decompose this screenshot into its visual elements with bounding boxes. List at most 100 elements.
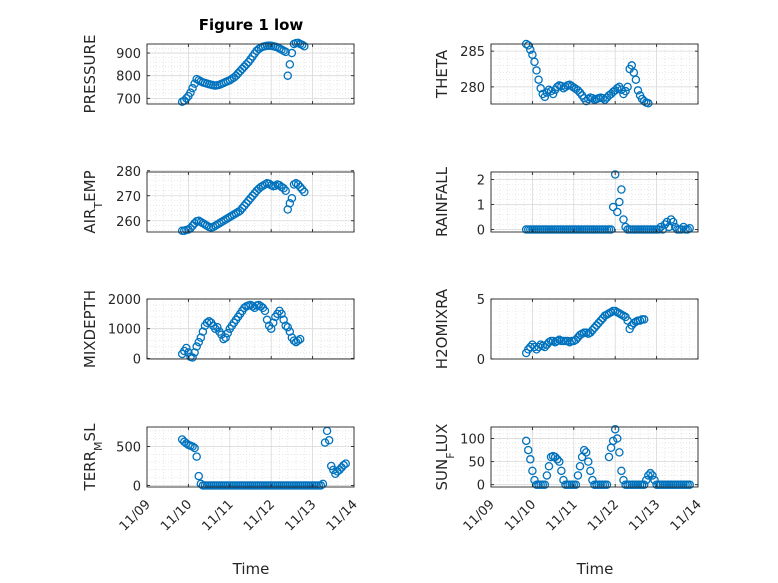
data-point — [341, 459, 350, 468]
y-axis-label: RAINFALL — [433, 166, 451, 237]
data-point — [561, 82, 570, 92]
axis-box — [490, 43, 699, 105]
data-point — [324, 435, 334, 445]
data-point — [316, 481, 326, 490]
y-tick-label: 2000 — [108, 293, 141, 308]
axis-box — [490, 298, 699, 360]
x-tick-label: 11/12 — [241, 497, 278, 534]
y-axis-label: PRESSURE — [81, 35, 99, 114]
data-point — [550, 452, 560, 462]
data-point — [287, 193, 297, 203]
data-point — [242, 60, 251, 69]
subplot-air-temp: 260 270 280 AIRTEMP — [81, 165, 355, 235]
data-point — [588, 325, 597, 335]
data-point — [532, 345, 541, 354]
data-point — [650, 475, 659, 485]
data-point — [617, 466, 626, 476]
data-point — [639, 480, 649, 489]
x-axis-label-left: Time — [232, 560, 270, 578]
data-point — [285, 60, 295, 69]
data-point — [186, 88, 195, 97]
data-point — [213, 322, 222, 332]
data-point — [300, 187, 309, 197]
x-tick-label: 11/14 — [324, 497, 361, 534]
data-point — [244, 196, 253, 205]
data-point — [540, 480, 550, 489]
data-point — [592, 321, 601, 330]
axis-box — [490, 171, 699, 233]
data-point — [579, 445, 589, 455]
data-point — [279, 315, 288, 325]
y-tick-label: 1 — [477, 199, 485, 214]
data-point — [540, 92, 550, 102]
data-point — [528, 466, 537, 476]
data-point — [182, 94, 191, 103]
data-point — [283, 322, 293, 332]
y-axis-label: THETA — [433, 49, 451, 99]
data-point — [190, 218, 199, 228]
data-point — [617, 185, 626, 194]
data-point — [639, 315, 649, 324]
data-point — [194, 471, 203, 481]
data-point — [548, 89, 558, 99]
data-point — [613, 434, 622, 443]
data-point — [279, 183, 288, 193]
data-point — [190, 348, 199, 357]
plot-area — [147, 427, 354, 487]
data-point — [192, 342, 201, 351]
data-point — [642, 475, 651, 485]
data-point — [266, 324, 276, 333]
data-point — [619, 215, 628, 224]
y-tick-label: 0 — [133, 352, 141, 367]
data-point — [631, 75, 641, 84]
data-point — [295, 334, 305, 344]
y-tick-label: 100 — [460, 433, 485, 448]
data-point — [240, 201, 249, 210]
subplot-sun-flux: 0 50 100 11/09 11/10 11/11 11/12 11/13 11/14 SUNF… — [433, 424, 705, 535]
x-tick-label: 11/11 — [200, 497, 237, 534]
x-tick-label: 11/11 — [544, 497, 581, 534]
data-point — [192, 452, 201, 461]
y-axis-label: TERRMSL — [81, 423, 105, 492]
data-point — [297, 185, 307, 194]
x-tick-label: 11/14 — [668, 497, 705, 534]
data-point — [260, 306, 270, 316]
x-tick-label: 11/10 — [502, 497, 539, 534]
data-point — [219, 334, 228, 344]
y-tick-label: 500 — [116, 440, 141, 455]
data-point — [602, 480, 612, 489]
data-point — [557, 466, 566, 476]
data-point — [221, 333, 230, 342]
data-point — [679, 222, 688, 232]
subplot-h2omixra: 0 5 H2OMIXRA — [433, 288, 699, 369]
data-point — [552, 82, 562, 92]
x-tick-label: 11/09 — [117, 497, 154, 534]
y-axis-label: MIXDEPTH — [81, 290, 99, 368]
data-point — [248, 302, 257, 311]
data-point — [281, 47, 290, 57]
y-tick-label: 260 — [116, 215, 141, 230]
plot-area — [491, 427, 698, 487]
data-point — [613, 207, 622, 217]
y-axis-label: AIRTEMP — [81, 170, 105, 233]
y-tick-label: 0 — [477, 224, 485, 239]
data-point — [534, 342, 543, 352]
data-point — [552, 455, 562, 464]
data-point — [584, 457, 593, 466]
data-point — [639, 96, 649, 106]
x-tick-label: 11/10 — [158, 497, 195, 534]
data-point — [644, 471, 653, 480]
data-point — [615, 197, 624, 207]
data-point — [573, 471, 583, 480]
data-point — [608, 436, 618, 446]
data-point — [532, 66, 541, 75]
data-point — [190, 443, 199, 453]
data-point — [654, 225, 663, 234]
plot-area — [491, 172, 698, 232]
data-point — [281, 186, 290, 195]
data-point — [289, 336, 299, 345]
data-point — [536, 84, 545, 93]
data-point — [293, 336, 303, 345]
data-point — [524, 445, 533, 455]
